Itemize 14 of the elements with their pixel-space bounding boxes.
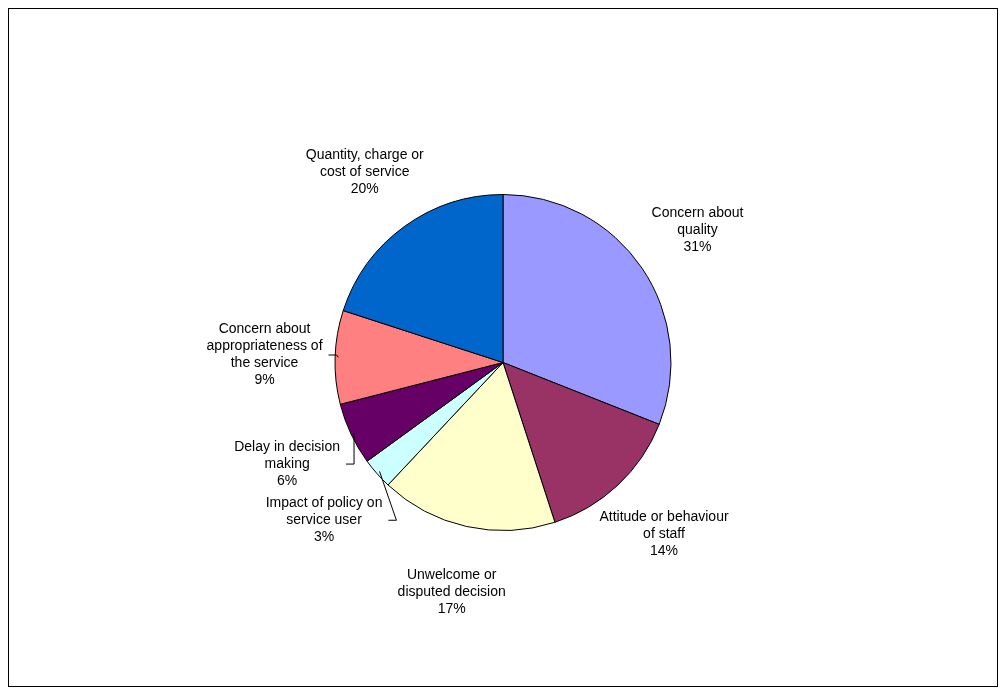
slice-label: Unwelcome or disputed decision (397, 565, 506, 599)
slice-label: Quantity, charge or cost of service (305, 146, 425, 180)
data-label: 31% (683, 238, 712, 255)
slice-label: Delay in decision making (234, 437, 341, 471)
slice-label: Impact of policy on service user (265, 494, 383, 528)
data-label: 14% (649, 541, 679, 558)
data-label: 20% (350, 180, 379, 197)
slice-label: Concern about quality (651, 204, 744, 238)
slice-label: Attitude or behaviour of staff (599, 507, 729, 541)
data-label: 17% (437, 599, 466, 616)
data-label: 6% (277, 471, 298, 488)
data-label: 9% (254, 371, 275, 388)
data-label: 3% (313, 528, 335, 545)
slice-label: Concern about appropriateness of the service (206, 320, 323, 371)
